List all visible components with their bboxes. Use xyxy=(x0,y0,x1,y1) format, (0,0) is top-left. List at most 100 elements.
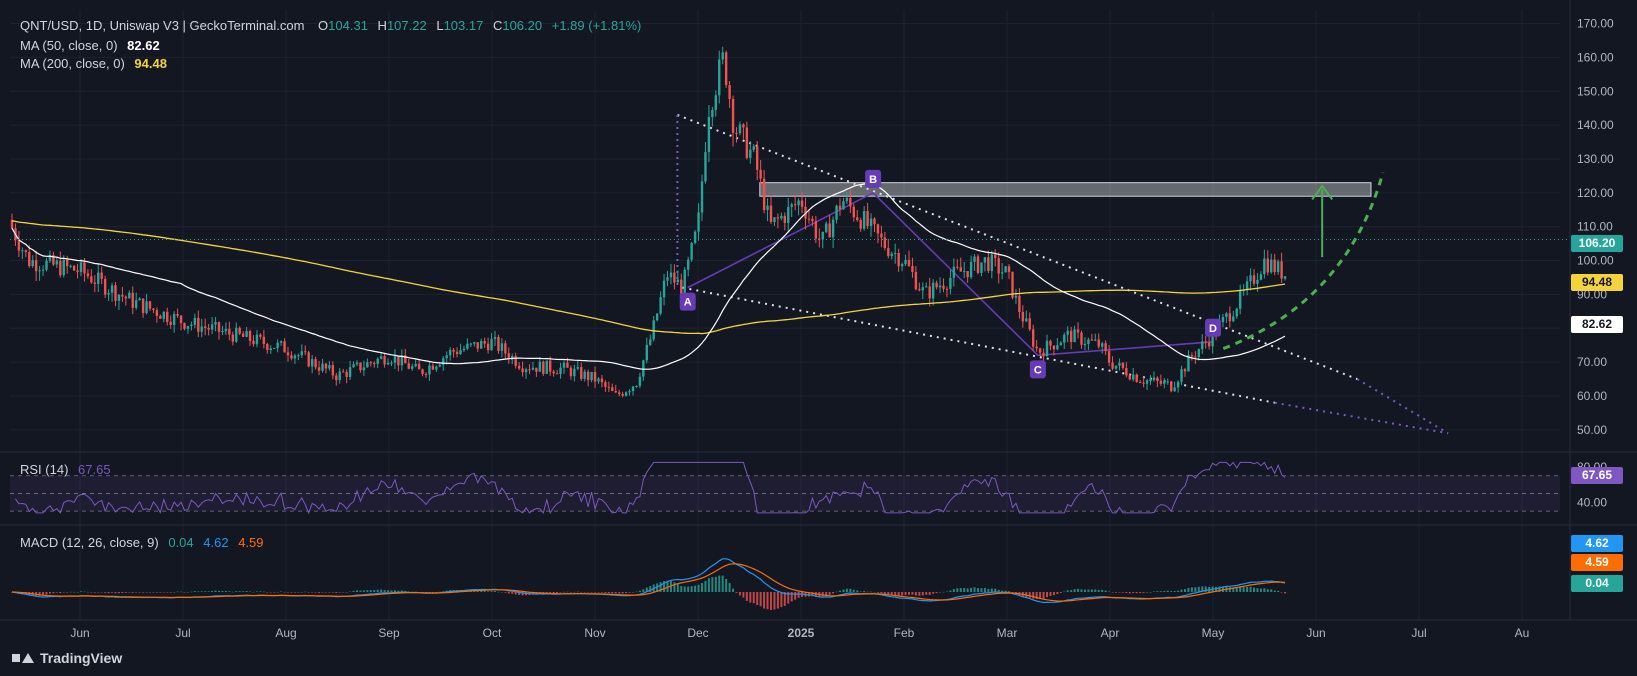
candle-body xyxy=(300,351,303,356)
macd-histogram-bar xyxy=(742,592,745,598)
ma200-pill: 94.48 xyxy=(1571,274,1623,291)
macd-histogram-bar xyxy=(362,590,365,592)
candle-body xyxy=(255,334,259,345)
rsi-legend[interactable]: RSI (14) 67.65 xyxy=(20,462,111,477)
ma50-line xyxy=(11,183,1286,370)
candle-body xyxy=(166,311,169,322)
wedge-lower-line xyxy=(682,286,1275,404)
time-tick-label: May xyxy=(1202,626,1225,640)
candle-body xyxy=(338,371,341,381)
candle-body xyxy=(1118,362,1121,366)
candle-body xyxy=(355,362,359,365)
time-axis[interactable]: Jun Jul Aug Sep Oct Nov Dec 2025 Feb Mar Apr May Jun… xyxy=(70,626,1529,640)
ma200-legend[interactable]: MA (200, close, 0) 94.48 xyxy=(20,56,167,71)
macd-histogram-bar xyxy=(252,591,255,593)
candle-body xyxy=(48,255,52,261)
candle-body xyxy=(969,261,973,278)
candle-body xyxy=(1073,329,1076,343)
macd-histogram-bar xyxy=(169,592,172,593)
candle-body xyxy=(555,373,559,375)
macd-legend[interactable]: MACD (12, 26, close, 9) 0.04 4.62 4.59 xyxy=(20,535,264,550)
macd-line-value: 4.62 xyxy=(203,535,229,550)
price-axis[interactable]: 170.00 160.00 150.00 140.00 130.00 120.00 110.… xyxy=(1577,17,1614,437)
macd-histogram-bar xyxy=(1263,588,1266,592)
candle-body xyxy=(835,205,838,220)
candle-body xyxy=(1194,356,1197,358)
candle-body xyxy=(749,149,752,158)
macd-histogram-bar xyxy=(287,592,289,593)
candle-body xyxy=(34,260,38,272)
macd-histogram-bar xyxy=(859,591,862,593)
macd-histogram-bar xyxy=(90,592,93,593)
symbol-legend: QNT/USD, 1D, Uniswap V3 | GeckoTerminal.… xyxy=(20,18,641,33)
macd-histogram-bar xyxy=(86,591,89,593)
macd-histogram-bar xyxy=(1180,589,1183,592)
candle-body xyxy=(1266,258,1269,273)
macd-histogram-bar xyxy=(842,589,845,592)
candle-body xyxy=(1173,387,1176,392)
macd-histogram-bar xyxy=(549,592,552,593)
candle-body xyxy=(818,238,821,240)
macd-histogram-bar xyxy=(214,590,217,592)
macd-histogram-bar xyxy=(638,590,641,592)
candle-body xyxy=(735,132,738,134)
macd-histogram-bar xyxy=(1163,590,1166,592)
macd-histogram-bar xyxy=(676,583,679,592)
candle-body xyxy=(24,250,27,252)
time-tick-label: Mar xyxy=(997,626,1018,640)
macd-histogram-bar xyxy=(1077,588,1080,592)
ma200-value: 94.48 xyxy=(134,56,167,71)
candle-body xyxy=(690,243,693,260)
tradingview-branding[interactable]: TradingView xyxy=(12,650,122,666)
macd-histogram-bar xyxy=(607,592,610,594)
macd-histogram-bar xyxy=(1184,589,1186,592)
time-tick-label: Oct xyxy=(483,626,502,640)
macd-histogram-bar xyxy=(1070,590,1073,592)
candle-body xyxy=(1204,341,1207,343)
macd-histogram-bar xyxy=(949,590,952,592)
macd-histogram-bar xyxy=(507,592,510,594)
macd-histogram-bar xyxy=(870,591,873,593)
target-arrow-head xyxy=(1311,184,1333,201)
macd-histogram-bar xyxy=(73,591,76,593)
macd-histogram-bar xyxy=(939,592,942,593)
macd-histogram-bar xyxy=(770,592,772,610)
macd-histogram-bar xyxy=(255,591,258,592)
pattern-marker-label: B xyxy=(869,174,877,186)
candle-body xyxy=(1097,339,1100,347)
candle-body xyxy=(373,363,376,365)
candle-body xyxy=(152,308,155,311)
close-value: 106.20 xyxy=(502,18,543,33)
candle-body xyxy=(1045,340,1049,357)
candle-body xyxy=(914,271,918,290)
macd-histogram-bar xyxy=(545,592,548,593)
candle-body xyxy=(21,250,24,252)
candle-body xyxy=(245,331,248,337)
candle-body xyxy=(238,327,241,334)
macd-histogram-bar xyxy=(494,591,496,592)
macd-histogram-bar xyxy=(1004,590,1007,592)
candle-body xyxy=(1149,379,1152,381)
macd-histogram-bar xyxy=(114,592,117,594)
macd-histogram-bar xyxy=(380,589,383,592)
ma50-legend[interactable]: MA (50, close, 0) 82.62 xyxy=(20,38,160,53)
macd-histogram-bar xyxy=(594,592,597,593)
candle-body xyxy=(390,362,393,364)
macd-histogram-bar xyxy=(190,591,193,593)
candle-body xyxy=(573,368,576,377)
macd-histogram-bar xyxy=(1108,591,1111,592)
candle-body xyxy=(86,273,90,277)
macd-histogram-bar xyxy=(180,591,183,593)
macd-histogram-bar xyxy=(431,592,434,593)
candle-body xyxy=(103,278,107,295)
resistance-zone xyxy=(759,182,1372,197)
candle-body xyxy=(697,212,700,232)
macd-histogram-bar xyxy=(1042,592,1045,599)
wedge-upper-extension xyxy=(1356,378,1449,435)
candle-body xyxy=(121,294,124,297)
macd-histogram-bar xyxy=(273,592,276,593)
macd-histogram-bar xyxy=(1270,589,1273,592)
macd-histogram-bar xyxy=(221,591,224,592)
candle-body xyxy=(628,391,631,393)
